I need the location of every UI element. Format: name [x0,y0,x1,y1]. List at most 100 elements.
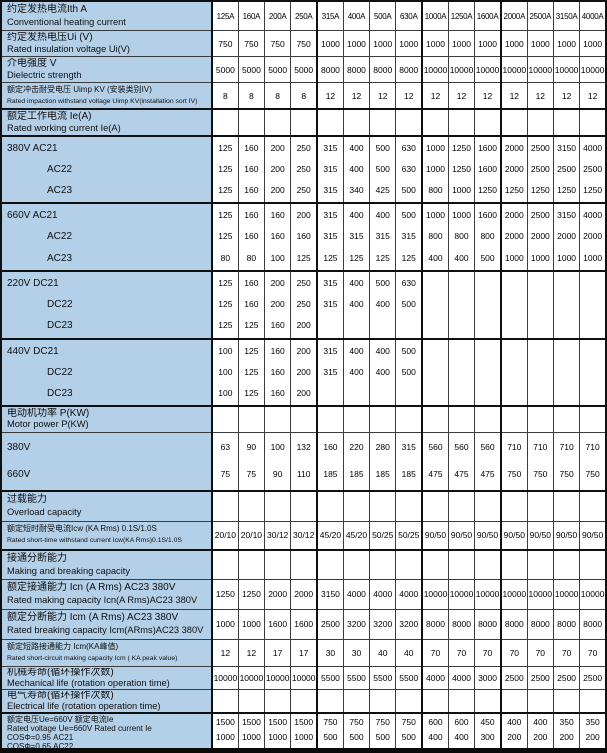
220v-dc-value-3 [449,315,473,336]
rated-impulse-withstand-voltage-cell-2500A: 12 [526,82,554,110]
dielectric-strength-cell-3150A: 10000 [552,56,581,83]
row-short-circuit-making-capacity: 额定短路接通能力 Icm(KA峰值) Rated short-circuit ma… [0,638,607,667]
380v-ac-label-line-1: 380V AC21 [7,143,58,154]
660v-ac-cell-4000A: 4000 2000 1000 [579,202,607,272]
440v-dc-value-2: 400 [375,366,390,377]
380v-ac-value-3: 800 [428,185,443,195]
660v-ac-cell-1000A: 1000 800 400 [421,202,449,272]
440v-dc-value-1: 315 [323,345,338,356]
overload-capacity-header-cell-4000A [579,489,607,522]
short-circuit-making-capacity-cell-125A: 12 [211,638,239,667]
440v-dc-value-2: 100 [218,366,233,377]
motor-power-values-value-2: 475 [480,469,495,480]
motor-power-values-value-2: 475 [428,469,443,480]
440v-dc-cell-160A: 125 125 125 [237,337,266,407]
electrical-life-cell-2000A [500,688,528,714]
rated-voltage-660-block-value-2: 300 [480,732,495,743]
row-rated-making-capacity: 额定接通能力 Icn (A Rms) AC23 380V Rated making… [0,578,607,610]
220v-dc-value-1: 200 [270,277,285,288]
660v-ac-value-1: 160 [270,210,285,220]
mechanical-life-cell-315A: 5500 [316,665,344,690]
660v-ac-value-3: 1000 [583,252,603,263]
220v-dc-value-2: 250 [296,299,311,310]
motor-power-values-value-1: 160 [323,441,338,452]
rated-working-current-header-cell-250A [290,108,319,137]
660v-ac-cell-1600A: 1600 800 500 [474,202,502,272]
380v-ac-cell-400A: 400 400 340 [342,135,371,204]
440v-dc-value-1 [449,341,473,362]
rated-working-current-header-cell-2500A [526,108,554,137]
440v-dc-value-2: 125 [244,366,259,377]
rated-voltage-660-block-label-line-3: COSΦ=0.95 AC21 [7,733,74,743]
rated-voltage-660-block-value-2: 1000 [294,732,314,743]
overload-capacity-header-label-zh: 过载能力 [7,493,47,505]
rated-voltage-660-block-cell-400A: 750 500 250 [342,711,371,748]
rated-working-current-header-label: 额定工作电流 Ie(A) Rated working current Ie(A) [0,108,213,137]
380v-ac-cell-1250A: 1250 1250 1000 [447,135,476,204]
380v-ac-value-3: 1250 [478,185,497,195]
motor-power-header-cell-250A [290,404,319,433]
660v-ac-value-1: 200 [296,210,311,220]
660v-ac-value-2: 160 [244,231,259,242]
short-time-withstand-current-cell-1600A: 90/50 [474,520,502,551]
overload-capacity-header-cell-125A [211,489,239,522]
660v-ac-value-3: 80 [220,252,231,263]
rated-impulse-withstand-voltage-label-zh: 额定冲击耐受电压 Uimp KV (安装类别IV) [7,85,152,94]
short-circuit-making-capacity-cell-2500A: 70 [526,638,554,667]
rated-working-current-header-label-zh: 额定工作电流 Ie(A) [7,111,92,122]
660v-ac-value-2: 160 [296,231,311,242]
220v-dc-value-1: 400 [349,277,364,288]
short-time-withstand-current-cell-200A: 30/12 [264,520,292,551]
rated-impulse-withstand-voltage-label-en: Rated impaction withstand voltage Uimp K… [7,97,198,105]
motor-power-values-value-2: 75 [246,469,257,480]
rated-voltage-660-block-value-3: 250 [375,747,390,753]
short-time-withstand-current-cell-160A: 20/10 [237,520,266,551]
660v-ac-label-line-3: AC23 [47,252,73,264]
making-breaking-capacity-header-cell-125A [211,548,239,580]
440v-dc-value-1: 400 [375,345,390,356]
motor-power-values-value-1: 560 [428,441,443,452]
rated-breaking-capacity-cell-200A: 1600 [264,608,292,640]
row-conventional-heating-current: 约定发热电流Ith A Conventional heating current 1… [0,0,607,31]
motor-power-values-cell-1250A: 560 475 [447,431,476,492]
rated-impulse-withstand-voltage-cell-315A: 12 [316,82,344,110]
electrical-life-cell-630A [395,688,424,714]
dielectric-strength-cell-500A: 8000 [369,56,397,83]
conventional-heating-current-cell-1600A: 1600A [474,0,502,31]
short-time-withstand-current-cell-2000A: 90/50 [500,520,528,551]
380v-ac-value-2: 160 [244,164,259,174]
short-circuit-making-capacity-cell-1250A: 70 [447,638,476,667]
380v-ac-value-1: 125 [218,143,233,153]
electrical-life-cell-2500A [526,688,554,714]
rated-working-current-header-cell-4000A [579,108,607,137]
220v-dc-value-1: 315 [323,277,338,288]
380v-ac-value-3: 1250 [504,185,524,195]
rated-impulse-withstand-voltage-cell-2000A: 12 [500,82,528,110]
220v-dc-value-2: 125 [218,299,233,310]
rated-voltage-660-block-value-1: 600 [454,716,469,727]
440v-dc-value-1 [423,341,447,362]
440v-dc-cell-3150A [552,337,581,407]
440v-dc-value-2 [528,362,552,383]
short-circuit-making-capacity-cell-315A: 30 [316,638,344,667]
rated-insulation-voltage-cell-500A: 1000 [369,30,397,57]
220v-dc-value-3: 200 [296,320,311,331]
rated-voltage-660-block-cell-4000A: 350 200 100 [579,711,607,748]
220v-dc-value-3 [528,315,552,336]
380v-ac-value-2: 2500 [583,164,603,174]
short-circuit-making-capacity-cell-4000A: 70 [579,638,607,667]
short-circuit-making-capacity-cell-200A: 17 [264,638,292,667]
220v-dc-cell-1250A [447,269,476,340]
440v-dc-value-1: 100 [218,345,233,356]
220v-dc-value-1 [476,273,499,294]
380v-ac-cell-160A: 160 160 160 [237,135,266,204]
rated-insulation-voltage-cell-125A: 750 [211,30,239,57]
rated-working-current-header-cell-630A [395,108,424,137]
short-time-withstand-current-cell-630A: 50/25 [395,520,424,551]
short-circuit-making-capacity-cell-2000A: 70 [500,638,528,667]
row-rated-impulse-withstand-voltage: 额定冲击耐受电压 Uimp KV (安装类别IV) Rated impaction… [0,82,607,110]
rated-voltage-660-block-value-3: 200 [428,747,443,753]
380v-ac-value-2: 400 [349,164,364,174]
making-breaking-capacity-header-cell-200A [264,548,292,580]
220v-dc-value-3 [318,315,342,336]
